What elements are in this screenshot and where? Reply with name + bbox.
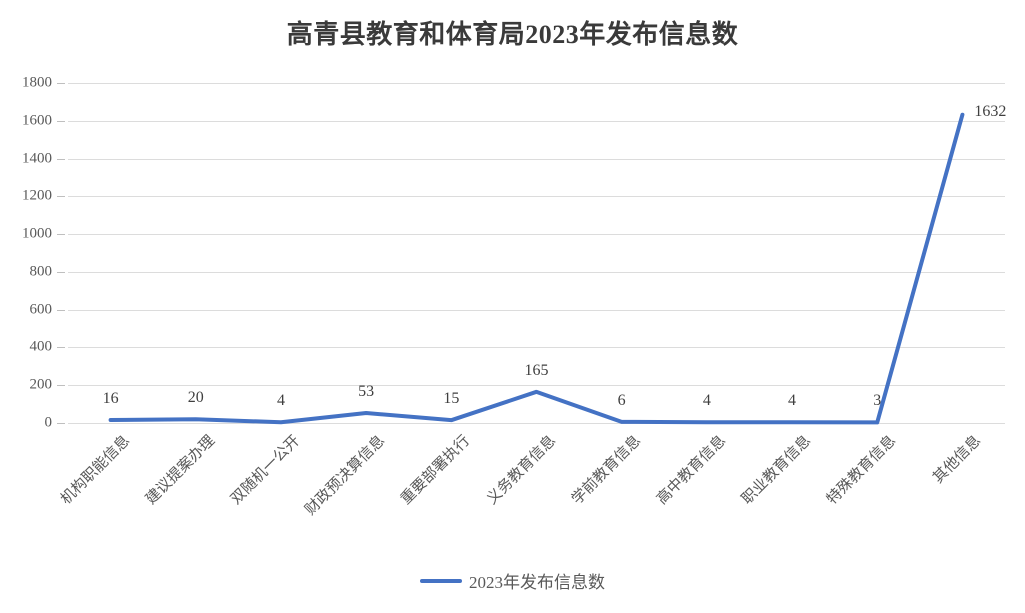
y-tick-mark (57, 347, 65, 349)
y-axis-tick-marks (0, 83, 68, 424)
legend-line-swatch (420, 578, 462, 583)
plot-area (68, 83, 1005, 425)
data-label: 6 (617, 391, 626, 409)
x-tick-label: 建议提案办理 (142, 432, 218, 508)
data-label: 4 (788, 392, 797, 410)
x-tick-label: 财政预决算信息 (302, 432, 389, 519)
gridline (68, 196, 1005, 198)
y-tick-mark (57, 385, 65, 387)
x-tick-label: 高中教育信息 (654, 432, 730, 508)
y-tick-mark (57, 234, 65, 236)
data-label: 1632 (974, 102, 1007, 120)
gridline (68, 83, 1005, 84)
gridline (68, 423, 1005, 424)
y-tick-mark (57, 423, 65, 424)
data-label: 3 (873, 392, 882, 410)
gridline (68, 385, 1005, 387)
data-label: 4 (276, 392, 285, 410)
y-tick-mark (57, 196, 65, 198)
gridline (68, 158, 1005, 160)
chart-legend: 2023年发布信息数 (0, 568, 1025, 593)
y-tick-label: 1000 (22, 225, 52, 242)
gridline (68, 271, 1005, 273)
x-tick-label: 其他信息 (930, 432, 985, 487)
y-tick-label: 400 (29, 338, 53, 355)
y-tick-mark (57, 120, 65, 122)
y-tick-mark (57, 271, 65, 273)
gridline (68, 347, 1005, 349)
y-tick-label: 200 (29, 376, 53, 393)
data-label: 20 (187, 389, 204, 407)
y-tick-mark (57, 83, 65, 84)
series-line-2023 (108, 112, 965, 425)
gridline (68, 309, 1005, 311)
y-tick-label: 1200 (22, 187, 52, 204)
x-axis: 机构职能信息 建议提案办理 双随机一公开 财政预决算信息 重要部署执行 义务教育信息 学前教… (58, 424, 1005, 544)
legend-label: 2023年发布信息数 (469, 573, 605, 592)
gridline (68, 234, 1005, 236)
x-tick-label: 双随机一公开 (228, 432, 304, 508)
data-label: 4 (702, 392, 711, 410)
data-label: 15 (443, 390, 460, 408)
x-tick-label: 学前教育信息 (568, 432, 644, 508)
x-tick-label: 特殊教育信息 (824, 432, 900, 508)
chart-title: 高青县教育和体育局2023年发布信息数 (286, 20, 739, 49)
y-tick-mark (57, 158, 65, 160)
x-tick-label: 机构职能信息 (57, 432, 133, 508)
gridline (68, 120, 1005, 122)
y-tick-mark (57, 309, 65, 311)
data-label: 165 (524, 361, 549, 379)
data-label: 53 (358, 382, 375, 400)
data-label: 16 (102, 389, 119, 407)
x-tick-label: 职业教育信息 (739, 432, 815, 508)
y-tick-label: 1600 (22, 112, 52, 129)
y-tick-label: 0 (44, 414, 53, 431)
x-tick-label: 义务教育信息 (483, 432, 559, 508)
y-tick-label: 600 (29, 301, 53, 318)
y-tick-label: 1800 (22, 74, 52, 91)
y-tick-label: 800 (29, 263, 53, 280)
y-tick-label: 1400 (22, 150, 52, 167)
x-tick-label: 重要部署执行 (398, 432, 474, 508)
y-axis: 0 200 400 600 800 1000 1200 1400 1600 1800 (0, 75, 53, 431)
